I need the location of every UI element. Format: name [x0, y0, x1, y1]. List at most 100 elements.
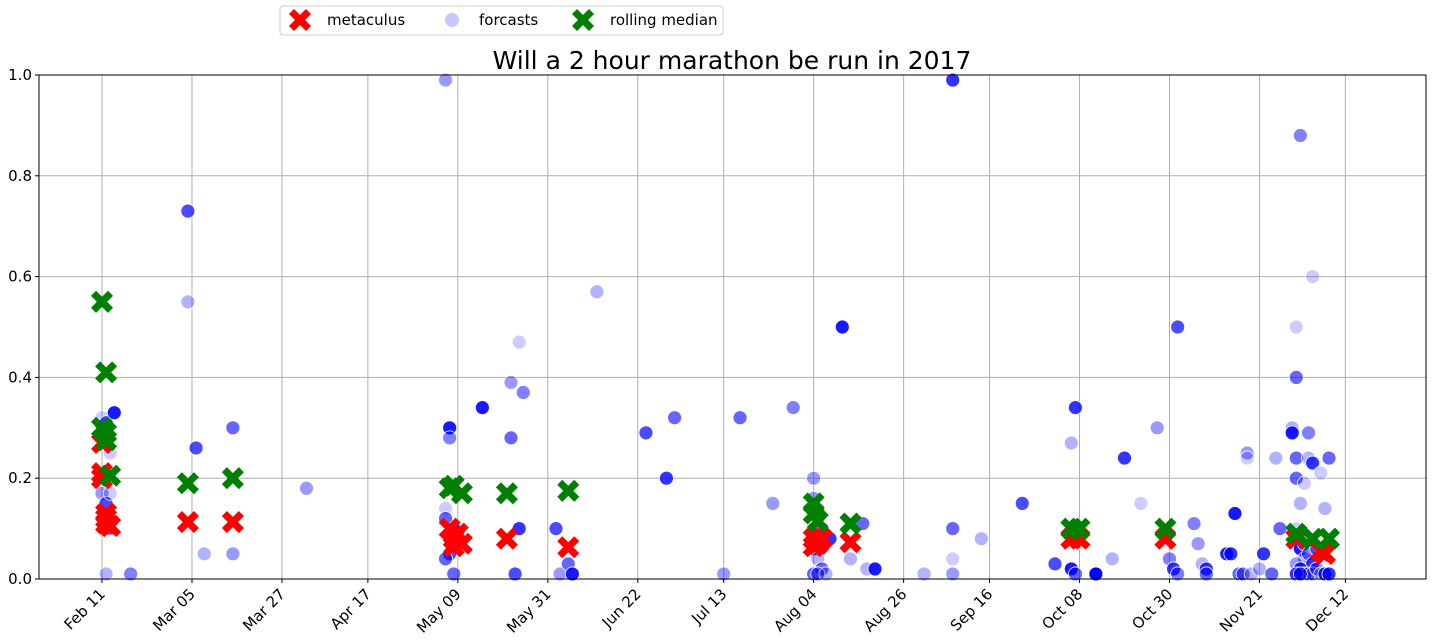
forecast-point — [1190, 536, 1206, 552]
forecast-point — [867, 561, 883, 577]
forecast-point — [945, 551, 961, 567]
x-tick-label: Aug 04 — [770, 585, 820, 635]
forecast-point — [1264, 566, 1280, 582]
legend-label: rolling median — [610, 11, 718, 29]
forecast-point — [511, 334, 527, 350]
legend-frame — [279, 5, 724, 36]
forecast-point — [1292, 495, 1308, 511]
forecast-point — [732, 410, 748, 426]
legend-marker-metaculus — [288, 8, 312, 32]
forecast-point — [180, 203, 196, 219]
forecast-point — [1288, 470, 1304, 486]
forecast-point — [1047, 556, 1063, 572]
rolling-median-point — [495, 482, 518, 505]
forecast-point — [765, 495, 781, 511]
rolling-median-point — [221, 467, 244, 490]
rolling-median-point — [95, 361, 118, 384]
forecast-point — [1288, 450, 1304, 466]
forecast-point — [102, 485, 118, 501]
forecast-point — [503, 375, 519, 390]
forecast-point — [1133, 495, 1149, 511]
plot-frame — [38, 74, 1427, 580]
forecast-point — [1288, 369, 1304, 385]
forecast-point — [515, 385, 531, 400]
x-tick-label: Nov 21 — [1216, 585, 1266, 635]
forecast-point — [945, 566, 961, 582]
x-tick-label: Mar 05 — [149, 585, 199, 635]
forecast-point — [1117, 450, 1132, 466]
forecast-point — [1063, 435, 1079, 451]
forecast-point — [818, 566, 834, 582]
forecast-point — [1256, 546, 1271, 562]
forecast-point — [945, 521, 961, 536]
forecast-point — [1235, 566, 1251, 582]
metaculus-point — [450, 532, 473, 555]
forecast-point — [1272, 521, 1288, 536]
forecast-point — [1268, 450, 1284, 466]
rolling-median-point — [1317, 527, 1341, 550]
forecast-point — [806, 470, 822, 486]
y-tick-label: 1.0 — [8, 66, 32, 84]
forecast-point — [1014, 495, 1030, 511]
forecast-point — [1243, 566, 1259, 582]
forecast-point — [1170, 566, 1186, 582]
forecast-point — [1068, 400, 1083, 416]
forecast-point — [564, 566, 580, 582]
y-tick-label: 0.0 — [8, 570, 32, 588]
x-tick-label: Sep 16 — [947, 585, 997, 635]
x-tick-label: Jun 22 — [598, 585, 645, 632]
rolling-median-point — [1154, 517, 1177, 540]
legend-marker-rolling-median — [571, 8, 595, 32]
forecast-point — [438, 72, 453, 88]
forecast-point — [659, 470, 674, 486]
y-tick-label: 0.8 — [8, 167, 32, 185]
forecast-point — [1088, 566, 1104, 582]
x-tick-label: Dec 12 — [1302, 585, 1352, 635]
y-tick-label: 0.2 — [8, 469, 32, 487]
forecast-point — [667, 410, 682, 426]
forecast-point — [834, 319, 850, 335]
forecast-point — [1149, 420, 1165, 436]
legend-label: metaculus — [327, 11, 405, 29]
forecast-point — [1239, 445, 1255, 461]
forecast-point — [1292, 566, 1308, 582]
forecast-point — [1198, 566, 1214, 582]
x-tick-label: Feb 11 — [60, 585, 108, 633]
forecast-point — [1301, 425, 1316, 441]
x-tick-label: Oct 08 — [1038, 585, 1086, 633]
forecast-point — [196, 546, 212, 562]
forecast-point — [474, 400, 490, 416]
forecast-point — [843, 551, 858, 567]
forecast-point — [1068, 566, 1083, 582]
grid — [39, 74, 1426, 580]
forecast-point — [855, 516, 871, 531]
forecast-point — [507, 566, 523, 582]
rolling-median-point — [1068, 517, 1091, 540]
forecast-point — [446, 566, 462, 582]
forecast-point — [106, 405, 122, 421]
x-tick-label: Mar 27 — [239, 585, 289, 635]
forecast-point — [1297, 475, 1312, 491]
forecast-point — [810, 566, 826, 582]
rolling-median-point — [557, 479, 580, 502]
chart-title: Will a 2 hour marathon be run in 2017 — [493, 46, 972, 75]
rolling-median-point — [806, 510, 829, 533]
forecast-point — [225, 546, 241, 562]
forecast-point — [123, 566, 139, 582]
metaculus-point — [176, 511, 199, 534]
forecast-point — [785, 400, 801, 416]
y-tick-label: 0.4 — [8, 368, 32, 386]
forecast-point — [98, 566, 114, 582]
rolling-median-point — [176, 472, 199, 495]
forecast-point — [1321, 450, 1337, 466]
forecast-point — [1284, 425, 1300, 441]
forecast-point — [638, 425, 654, 441]
y-tick-label: 0.6 — [8, 268, 32, 286]
metaculus-point — [495, 527, 518, 550]
forecast-point — [1292, 128, 1308, 143]
metaculus-point — [839, 531, 862, 554]
x-tick-label: May 09 — [413, 585, 465, 637]
metaculus-point — [221, 511, 244, 534]
forecast-point — [1239, 450, 1255, 466]
